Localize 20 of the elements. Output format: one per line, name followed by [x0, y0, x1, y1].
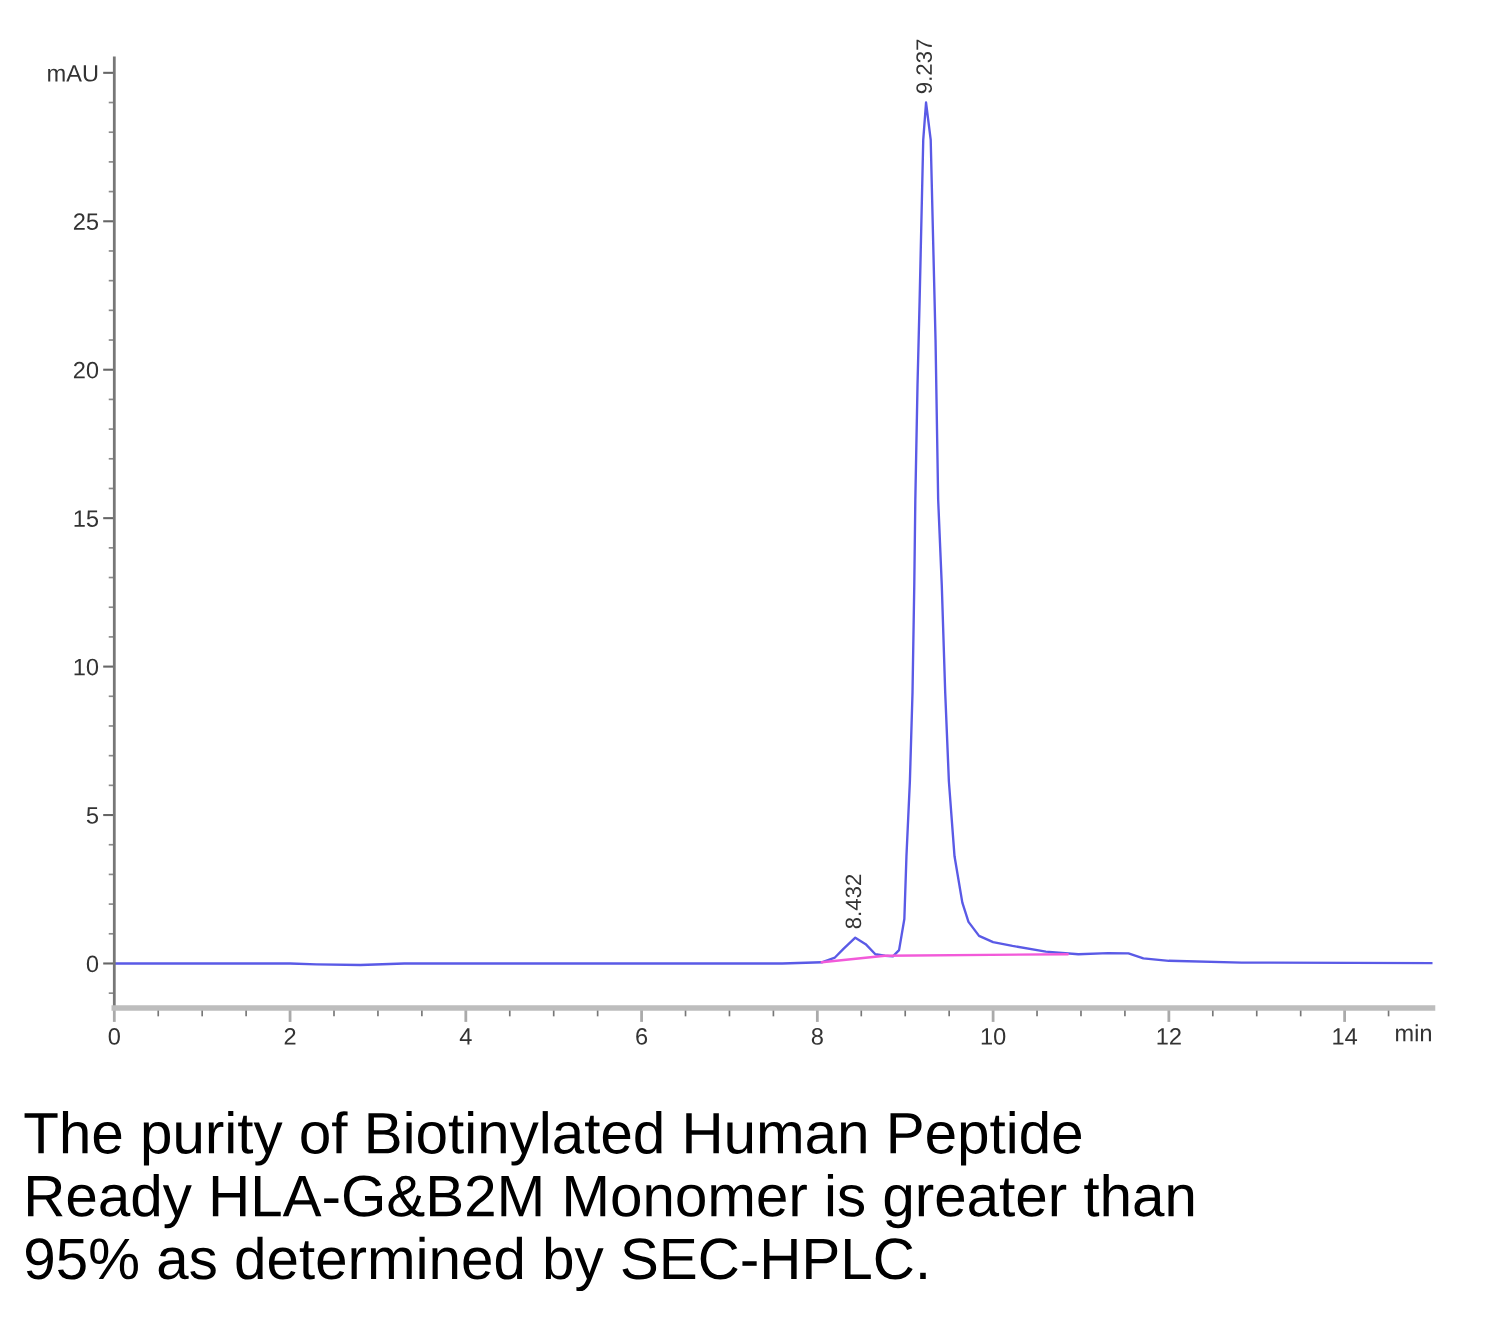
- line-series: [114, 101, 1433, 967]
- annotation: 8.432: [845, 874, 862, 929]
- y-tick-label: 25: [73, 213, 99, 231]
- y-tick-label: 20: [73, 361, 99, 379]
- x-axis-title: min: [1396, 1024, 1431, 1042]
- y-tick-label: 5: [86, 807, 99, 824]
- x-tick-label: 8: [811, 1028, 823, 1045]
- x-tick-label: 4: [459, 1028, 472, 1045]
- x-tick-label: 2: [284, 1028, 296, 1045]
- y-tick-label: mAU: [48, 65, 98, 82]
- text: The purity of Biotinylated Human Peptide Ready HLA-G&B2M Monomer is greater than 95% as determined by SEC-HPLC.: [24, 1111, 1194, 1292]
- y-tick-label: 0: [86, 955, 99, 973]
- x-tick-label: 6: [636, 1028, 648, 1045]
- y-tick-label: 10: [74, 658, 99, 676]
- x-tick-label: 14: [1333, 1028, 1358, 1045]
- x-tick-label: 10: [981, 1028, 1006, 1045]
- y-tick-label: 15: [74, 510, 99, 527]
- x-tick-label: 12: [1157, 1028, 1181, 1045]
- x-tick-label: 0: [108, 1028, 120, 1045]
- annotation: 9.237: [916, 39, 933, 94]
